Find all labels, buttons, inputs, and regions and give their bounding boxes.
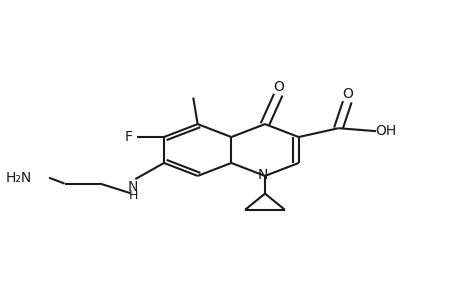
Text: F: F [124, 130, 132, 144]
Text: H: H [128, 189, 137, 202]
Text: OH: OH [374, 124, 396, 138]
Text: N: N [128, 180, 138, 194]
Text: H₂N: H₂N [6, 171, 32, 185]
Text: N: N [257, 168, 268, 182]
Text: O: O [341, 87, 352, 101]
Text: O: O [272, 80, 283, 94]
